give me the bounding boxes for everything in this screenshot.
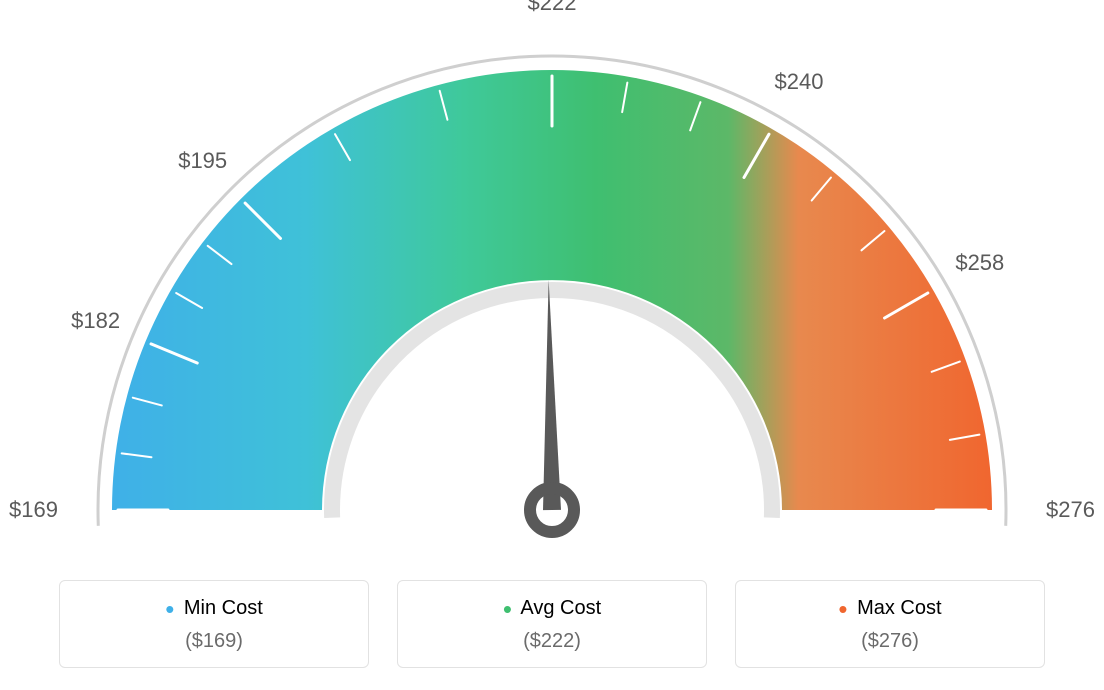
gauge-tick-label: $222: [528, 0, 577, 16]
dot-icon: •: [838, 594, 847, 624]
legend-card-max: • Max Cost ($276): [735, 580, 1045, 668]
gauge-tick-label: $195: [178, 148, 227, 174]
gauge-tick-label: $258: [955, 250, 1004, 276]
gauge-tick-label: $182: [71, 308, 120, 334]
legend-row: • Min Cost ($169) • Avg Cost ($222) • Ma…: [20, 580, 1084, 668]
gauge-tick-label: $240: [775, 69, 824, 95]
legend-card-avg: • Avg Cost ($222): [397, 580, 707, 668]
legend-min-value: ($169): [70, 630, 358, 653]
legend-max-title: • Max Cost: [746, 597, 1034, 620]
legend-avg-label: Avg Cost: [520, 597, 601, 619]
legend-min-label: Min Cost: [184, 597, 263, 619]
legend-avg-title: • Avg Cost: [408, 597, 696, 620]
legend-avg-value: ($222): [408, 630, 696, 653]
legend-max-label: Max Cost: [857, 597, 941, 619]
legend-max-value: ($276): [746, 630, 1034, 653]
dot-icon: •: [165, 594, 174, 624]
legend-card-min: • Min Cost ($169): [59, 580, 369, 668]
gauge-chart: $169$182$195$222$240$258$276: [20, 20, 1084, 560]
legend-min-title: • Min Cost: [70, 597, 358, 620]
gauge-tick-label: $169: [9, 497, 58, 523]
gauge-tick-label: $276: [1046, 497, 1095, 523]
dot-icon: •: [503, 594, 512, 624]
gauge-svg: [20, 20, 1084, 560]
